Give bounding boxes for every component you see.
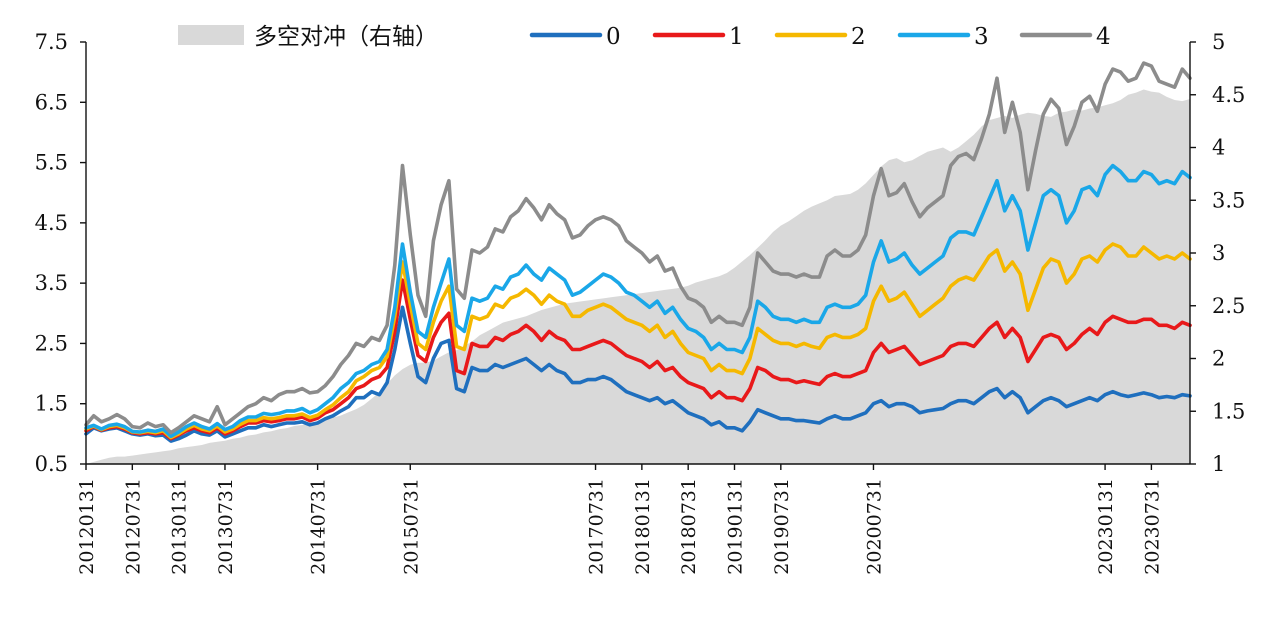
legend-label-3: 3 bbox=[974, 24, 989, 50]
left-tick-label: 1.5 bbox=[35, 392, 68, 416]
legend-label-0: 0 bbox=[606, 24, 621, 50]
series-line-3 bbox=[84, 163, 1192, 439]
legend-label-1: 1 bbox=[729, 24, 744, 50]
x-tick-label: 20180731 bbox=[678, 478, 700, 575]
right-tick-label: 4.5 bbox=[1212, 83, 1245, 107]
quintile-lines-layer bbox=[84, 61, 1192, 443]
right-tick-label: 1 bbox=[1212, 452, 1225, 476]
series-area-hedge bbox=[86, 89, 1190, 464]
x-tick-label: 20190131 bbox=[725, 478, 747, 575]
x-tick-label: 20130731 bbox=[215, 478, 237, 575]
x-tick-label: 20120131 bbox=[76, 478, 98, 575]
left-tick-label: 0.5 bbox=[35, 452, 68, 476]
series-line-4 bbox=[84, 61, 1192, 435]
x-tick-label: 20120731 bbox=[122, 478, 144, 575]
right-tick-label: 3.5 bbox=[1212, 188, 1245, 212]
left-tick-label: 7.5 bbox=[35, 30, 68, 54]
x-tick-label: 20190731 bbox=[771, 478, 793, 575]
right-tick-label: 4 bbox=[1212, 136, 1225, 160]
axes: 0.5 1.5 2.5 3.5 4.5 5.5 6.5 7.5 1 1.5 2 2.5 3 3.5 4 4.5… bbox=[35, 30, 1246, 575]
legend-label-2: 2 bbox=[851, 24, 866, 50]
right-tick-label: 5 bbox=[1212, 30, 1225, 54]
x-tick-label: 20230731 bbox=[1141, 478, 1163, 575]
right-tick-label: 2.5 bbox=[1212, 294, 1245, 318]
x-tick-label: 20170731 bbox=[586, 478, 608, 575]
legend: 多空对冲（右轴） 0 1 2 3 4 bbox=[178, 24, 1111, 50]
right-tick-label: 2 bbox=[1212, 347, 1225, 371]
hedge-area-layer bbox=[86, 89, 1190, 464]
x-tick-label: 20150731 bbox=[400, 478, 422, 575]
right-tick-label: 1.5 bbox=[1212, 399, 1245, 423]
right-tick-label: 3 bbox=[1212, 241, 1225, 265]
left-tick-label: 3.5 bbox=[35, 271, 68, 295]
x-tick-label: 20130131 bbox=[169, 478, 191, 575]
left-tick-label: 4.5 bbox=[35, 211, 68, 235]
x-tick-label: 20200731 bbox=[864, 478, 886, 575]
left-tick-label: 5.5 bbox=[35, 151, 68, 175]
series-line-0 bbox=[84, 305, 1192, 443]
left-tick-label: 6.5 bbox=[35, 90, 68, 114]
series-line-2 bbox=[84, 242, 1192, 440]
legend-label-hedge: 多空对冲（右轴） bbox=[254, 24, 438, 50]
left-tick-label: 2.5 bbox=[35, 331, 68, 355]
x-tick-label: 20230131 bbox=[1095, 478, 1117, 575]
legend-swatch-hedge bbox=[178, 25, 244, 45]
legend-label-4: 4 bbox=[1096, 24, 1111, 50]
series-line-1 bbox=[84, 278, 1192, 441]
x-tick-label: 20140731 bbox=[308, 478, 330, 575]
x-tick-label: 20180131 bbox=[632, 478, 654, 575]
